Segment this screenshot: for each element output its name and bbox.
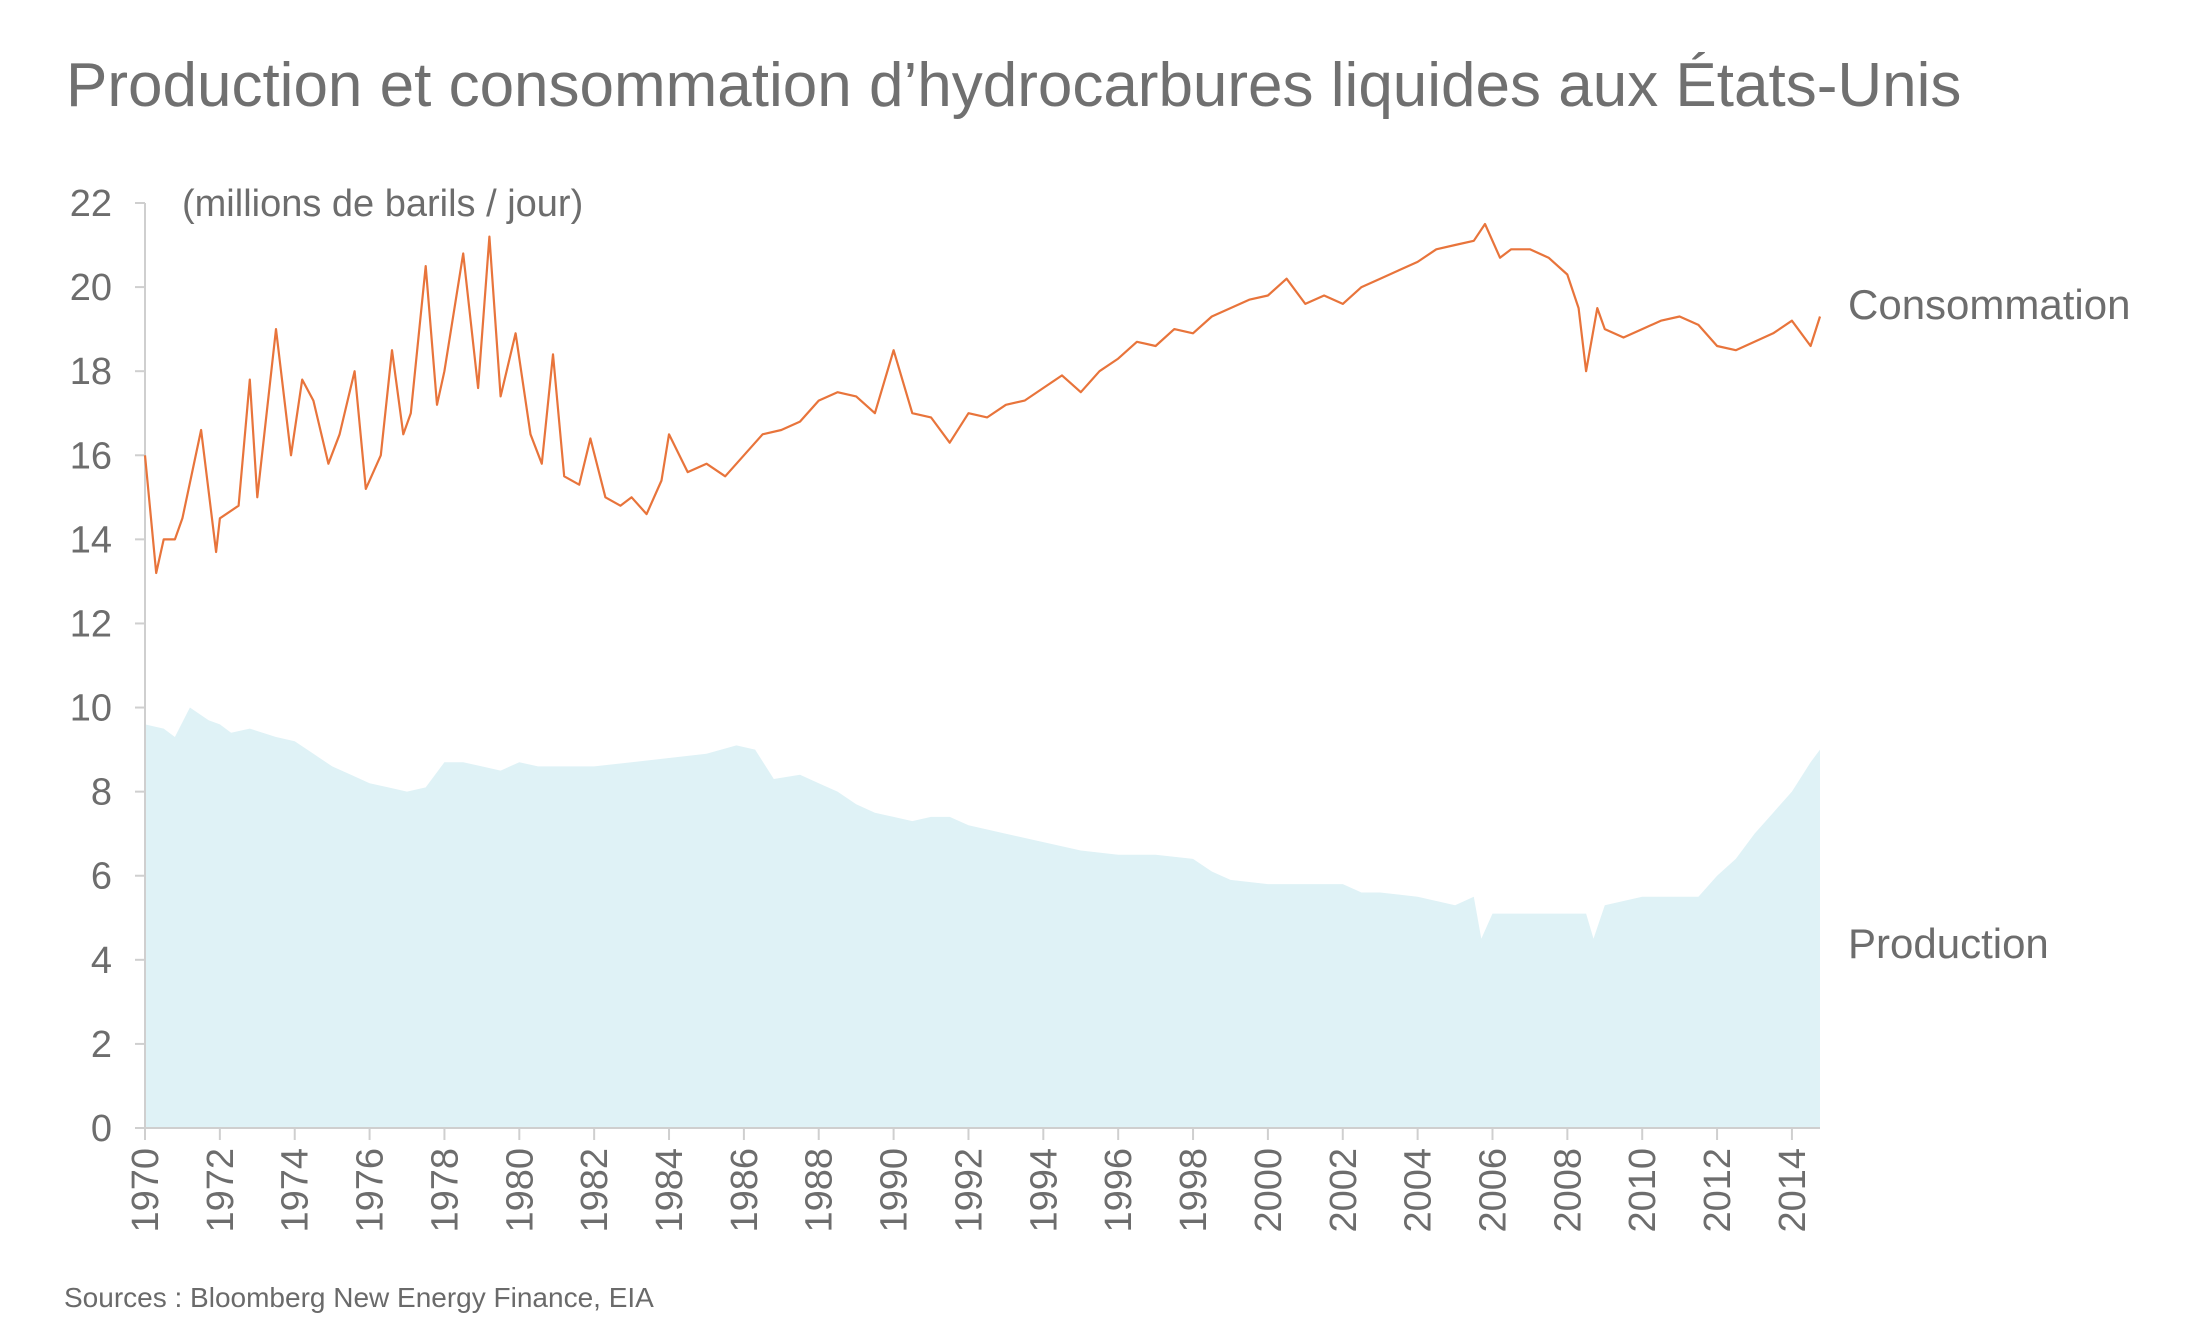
- x-tick-label: 1996: [1098, 1148, 1140, 1233]
- x-tick-label: 1982: [574, 1148, 616, 1233]
- y-tick-label: 16: [70, 435, 112, 477]
- series-label-production: Production: [1848, 920, 2049, 967]
- x-tick-label: 2000: [1248, 1148, 1290, 1233]
- x-tick-label: 2012: [1697, 1148, 1739, 1233]
- y-tick-label: 2: [91, 1024, 112, 1066]
- chart-title: Production et consommation d’hydrocarbur…: [66, 51, 1962, 120]
- x-axis-ticks: 1970 1972 1974 1976 1978 1980 1982 1984 1986 1988…: [125, 1128, 1814, 1233]
- x-tick-label: 2006: [1473, 1148, 1515, 1233]
- x-tick-label: 1988: [799, 1148, 841, 1233]
- x-tick-label: 1972: [200, 1148, 242, 1233]
- consumption-line: [143, 222, 1822, 575]
- x-tick-label: 1980: [499, 1148, 541, 1233]
- production-area-layer: [145, 707, 1820, 1128]
- y-tick-label: 10: [70, 688, 112, 730]
- x-tick-label: 1978: [424, 1148, 466, 1233]
- y-tick-label: 20: [70, 267, 112, 309]
- x-tick-label: 1984: [649, 1148, 691, 1233]
- y-tick-label: 12: [70, 603, 112, 645]
- y-tick-label: 18: [70, 351, 112, 393]
- x-tick-label: 1976: [350, 1148, 392, 1233]
- y-tick-label: 8: [91, 772, 112, 814]
- x-tick-label: 2002: [1323, 1148, 1365, 1233]
- x-tick-label: 1990: [874, 1148, 916, 1233]
- x-tick-label: 1986: [724, 1148, 766, 1233]
- y-tick-label: 22: [70, 183, 112, 225]
- x-tick-label: 2010: [1622, 1148, 1664, 1233]
- axes: [144, 203, 1820, 1129]
- x-tick-label: 1992: [949, 1148, 991, 1233]
- y-tick-label: 0: [91, 1108, 112, 1150]
- y-tick-label: 4: [91, 940, 112, 982]
- y-tick-label: 6: [91, 856, 112, 898]
- consumption-line-layer: [143, 222, 1822, 575]
- x-tick-label: 2014: [1772, 1148, 1814, 1233]
- x-tick-label: 1998: [1173, 1148, 1215, 1233]
- x-tick-label: 1974: [275, 1148, 317, 1233]
- y-axis-ticks: 0 2 4 6 8 10 12 14 16 18 20 22: [70, 183, 145, 1150]
- y-tick-label: 14: [70, 519, 112, 561]
- y-axis-unit-label: (millions de barils / jour): [182, 183, 583, 225]
- source-note: Sources : Bloomberg New Energy Finance, …: [64, 1282, 654, 1313]
- x-tick-label: 2004: [1398, 1148, 1440, 1233]
- production-area: [145, 707, 1820, 1128]
- series-label-consommation: Consommation: [1848, 281, 2130, 328]
- x-tick-label: 1994: [1023, 1148, 1065, 1233]
- x-tick-label: 1970: [125, 1148, 167, 1233]
- x-tick-label: 2008: [1547, 1148, 1589, 1233]
